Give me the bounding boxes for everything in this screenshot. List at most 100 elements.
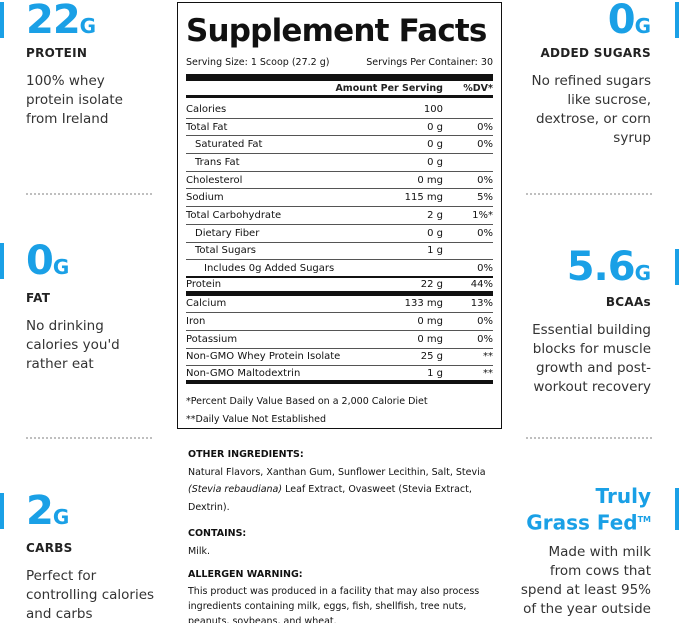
protein-description: 100% whey protein isolate from Ireland [26, 73, 123, 127]
allergen-heading: ALLERGEN WARNING: [188, 569, 303, 580]
fat-amount: 0G [26, 238, 70, 284]
nutrient-name: Saturated Fat [195, 139, 263, 151]
nutrient-amount: 0 mg [417, 333, 443, 345]
nutrient-amount: 22 g [420, 278, 443, 290]
nutrient-name: Potassium [186, 333, 238, 345]
nutrient-dv: 0% [477, 316, 493, 328]
added-sugars-label: ADDED SUGARS [540, 46, 651, 60]
facts-row: Calcium 133 mg 13% [186, 296, 493, 314]
nutrient-amount: 0 g [427, 227, 443, 239]
nutrient-dv: 0% [477, 262, 493, 274]
servings-per-container: Servings Per Container: 30 [366, 57, 493, 68]
nutrient-dv: 1%* [472, 209, 493, 221]
other-ingredients-text: Natural Flavors, Xanthan Gum, Sunflower … [188, 466, 486, 513]
feature-fat: 0G FAT No drinking calories you'd rather e… [0, 241, 170, 374]
nutrient-name: Calories [186, 103, 227, 115]
footnote-dv: *Percent Daily Value Based on a 2,000 Ca… [186, 396, 428, 407]
grass-fed-description: Made with milk from cows that spend at lea… [520, 543, 651, 617]
ingredients-section: OTHER INGREDIENTS: Natural Flavors, Xant… [188, 446, 493, 623]
fat-label: FAT [26, 291, 51, 305]
nutrient-dv: 0% [477, 227, 493, 239]
nutrient-name: Cholesterol [186, 174, 243, 186]
accent-bar [675, 249, 679, 285]
facts-row: Total Sugars 1 g [186, 243, 493, 261]
facts-row: Iron 0 mg 0% [186, 313, 493, 331]
facts-row: Sodium 115 mg 5% [186, 189, 493, 208]
nutrient-amount: 100 [423, 103, 443, 115]
nutrient-amount: 25 g [420, 351, 443, 363]
facts-row: Total Fat 0 g 0% [186, 119, 493, 137]
facts-row: Saturated Fat 0 g 0% [186, 136, 493, 155]
nutrient-name: Trans Fat [195, 156, 240, 168]
serving-info: Serving Size: 1 Scoop (27.2 g) Servings … [186, 57, 493, 81]
facts-row: Includes 0g Added Sugars 0% [186, 260, 493, 278]
feature-protein: 22G PROTEIN 100% whey protein isolate from… [0, 0, 170, 129]
nutrient-dv: 0% [477, 174, 493, 186]
nutrient-amount: 1 g [427, 367, 443, 379]
footnote-not-established: **Daily Value Not Established [186, 414, 326, 425]
nutrient-name: Non-GMO Maltodextrin [186, 367, 301, 379]
fat-description: No drinking calories you'd rather eat [26, 318, 120, 372]
nutrient-amount: 2 g [427, 209, 443, 221]
divider [526, 437, 652, 439]
facts-row: Potassium 0 mg 0% [186, 331, 493, 349]
nutrient-dv: 5% [477, 192, 493, 204]
nutrient-name: Non-GMO Whey Protein Isolate [186, 351, 341, 363]
nutrient-name: Protein [186, 278, 222, 290]
nutrient-dv: ** [483, 367, 493, 379]
contains-heading: CONTAINS: [188, 528, 247, 539]
feature-carbs: 2G CARBS Perfect for controlling calories… [0, 491, 170, 623]
nutrient-amount: 0 g [427, 139, 443, 151]
nutrient-name: Sodium [186, 192, 224, 204]
contains-text: Milk. [188, 545, 210, 557]
nutrient-amount: 1 g [427, 245, 443, 257]
facts-row: Calories 100 [186, 101, 493, 119]
carbs-label: CARBS [26, 541, 73, 555]
nutrient-dv: 0% [477, 139, 493, 151]
nutrient-name: Total Carbohydrate [186, 209, 282, 221]
feature-grass-fed: Truly Grass FedTM Made with milk from cow… [509, 484, 679, 619]
panel-title: Supplement Facts [186, 13, 487, 49]
amount-header: Amount Per Serving [335, 82, 443, 94]
divider [26, 193, 152, 195]
nutrient-dv: 0% [477, 333, 493, 345]
nutrient-name: Total Fat [186, 121, 228, 133]
accent-bar [0, 2, 4, 38]
facts-row: Dietary Fiber 0 g 0% [186, 225, 493, 243]
accent-bar [0, 493, 4, 529]
facts-row: Protein 22 g 44% [186, 278, 493, 296]
added-sugars-amount: 0G [607, 0, 651, 43]
feature-bcaas: 5.6G BCAAs Essential building blocks for … [509, 247, 679, 397]
nutrient-dv: 44% [470, 278, 493, 290]
carbs-amount: 2G [26, 488, 70, 534]
trademark: TM [637, 515, 651, 524]
nutrient-name: Iron [186, 316, 206, 328]
nutrient-amount: 133 mg [404, 298, 443, 310]
nutrient-amount: 0 g [427, 121, 443, 133]
facts-rows: Calories 100 Total Fat 0 g 0% Saturated Fat 0 … [186, 101, 493, 384]
nutrient-amount: 0 mg [417, 174, 443, 186]
nutrient-dv: 13% [470, 298, 493, 310]
facts-row: Non-GMO Maltodextrin 1 g ** [186, 366, 493, 384]
other-ingredients-heading: OTHER INGREDIENTS: [188, 449, 304, 460]
nutrient-dv: ** [483, 351, 493, 363]
carbs-description: Perfect for controlling calories and carbs [26, 568, 155, 622]
feature-added-sugars: 0G ADDED SUGARS No refined sugars like su… [509, 0, 679, 148]
accent-bar [675, 2, 679, 38]
serving-size: Serving Size: 1 Scoop (27.2 g) [186, 57, 330, 68]
allergen-text: This product was produced in a facility … [188, 585, 480, 623]
facts-row: Total Carbohydrate 2 g 1%* [186, 207, 493, 225]
supplement-facts-panel: Supplement Facts Serving Size: 1 Scoop (… [177, 2, 502, 429]
nutrient-name: Includes 0g Added Sugars [204, 262, 335, 274]
protein-label: PROTEIN [26, 46, 88, 60]
added-sugars-description: No refined sugars like sucrose, dextrose, … [531, 73, 651, 146]
nutrient-name: Dietary Fiber [195, 227, 260, 239]
dv-header: %DV* [463, 82, 493, 94]
facts-row: Trans Fat 0 g [186, 154, 493, 172]
facts-header: Amount Per Serving %DV* [186, 81, 493, 98]
accent-bar [0, 243, 4, 279]
grass-fed-title: Truly Grass FedTM [526, 484, 651, 535]
protein-amount: 22G [26, 0, 97, 43]
bcaas-label: BCAAs [605, 295, 651, 309]
nutrient-amount: 115 mg [404, 192, 443, 204]
